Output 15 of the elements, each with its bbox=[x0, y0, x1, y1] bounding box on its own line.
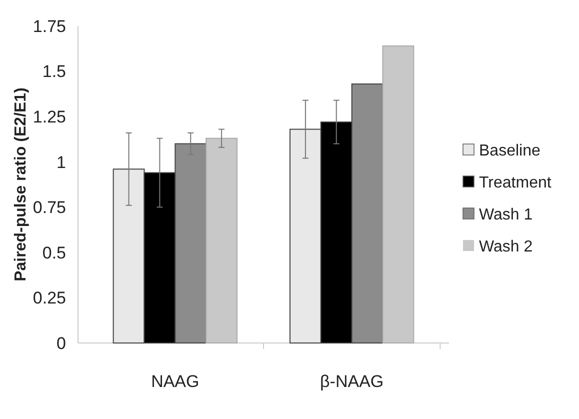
legend-label: Baseline bbox=[479, 142, 540, 160]
y-tick-label: 1.5 bbox=[42, 62, 66, 82]
y-tick-label: 0 bbox=[56, 334, 66, 353]
y-axis-title: Paired-pulse ratio (E2/E1) bbox=[12, 88, 30, 282]
x-tick-label: NAAG bbox=[151, 372, 200, 391]
y-tick-label: 1.75 bbox=[32, 16, 66, 36]
y-tick-label: 0.25 bbox=[32, 288, 66, 308]
y-tick-label: 1.25 bbox=[32, 108, 66, 127]
y-tick-label: 1 bbox=[56, 152, 66, 172]
legend-label: Treatment bbox=[479, 174, 552, 192]
legend-label: Wash 1 bbox=[479, 206, 533, 224]
y-tick-label: 0.75 bbox=[32, 198, 66, 218]
x-tick-label: β-NAAG bbox=[320, 372, 384, 391]
y-tick-label: 0.5 bbox=[42, 243, 66, 262]
legend-label: Wash 2 bbox=[479, 238, 533, 256]
